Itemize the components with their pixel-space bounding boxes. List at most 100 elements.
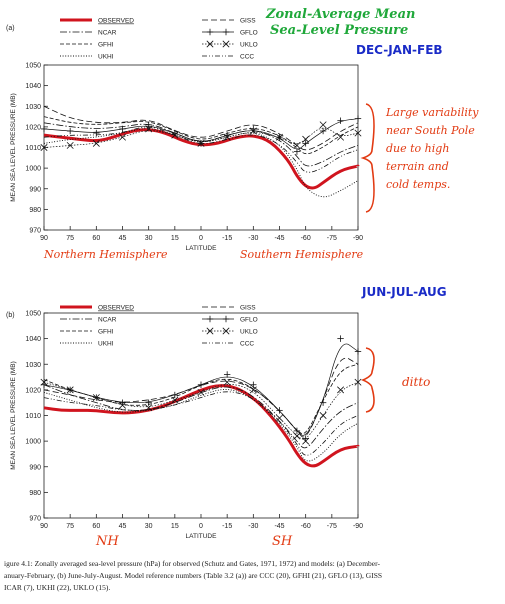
legend-label: OBSERVED: [98, 18, 134, 25]
x-tick-label: -45: [274, 523, 284, 530]
x-axis-label: LATITUDE: [186, 533, 218, 540]
note-a-line: terrain and: [386, 160, 449, 173]
series-point-uklo: [354, 129, 362, 137]
series-point-uklo: [66, 386, 74, 394]
series-point: [206, 327, 214, 335]
series-line-giss: [43, 105, 359, 151]
sh-label-b: SH: [272, 534, 293, 549]
legend-label: GFHI: [98, 329, 114, 336]
series-point-uklo: [354, 378, 362, 386]
note-a-line: due to high: [386, 142, 449, 155]
x-tick-label: 15: [171, 523, 179, 530]
chart-panel-a: (a) 970 980 990 1000 1010 1020 1030 1040 1050 90 75…: [6, 18, 363, 253]
series-point-uklo: [145, 125, 153, 133]
series-point: [206, 40, 214, 48]
series-line-ncar: [43, 122, 359, 167]
season-label-a: DEC-JAN-FEB: [356, 43, 443, 57]
legend-label: CCC: [240, 54, 254, 61]
series-line-ccc: [43, 126, 359, 173]
series-line-observed: [43, 128, 360, 190]
x-tick-label: -60: [301, 523, 311, 530]
x-tick-label: -15: [222, 235, 232, 242]
season-label-b: JUN-JUL-AUG: [361, 285, 447, 299]
x-tick-label: -45: [274, 235, 284, 242]
note-a-line: near South Pole: [386, 124, 475, 137]
series-point-uklo: [119, 401, 126, 409]
x-tick-label: -90: [353, 235, 363, 242]
x-tick-label: 30: [145, 235, 153, 242]
x-tick-label: -60: [301, 235, 311, 242]
series-point-uklo: [92, 139, 100, 147]
x-tick-label: -75: [327, 235, 337, 242]
series-point-uklo: [337, 133, 345, 141]
x-tick-label: 75: [66, 523, 74, 530]
y-tick-label: 990: [29, 464, 41, 471]
series-point-gflo: [354, 348, 362, 355]
series-point: [222, 28, 230, 36]
series-point: [222, 40, 230, 48]
series-line-ukhi: [43, 128, 359, 198]
series-point-gflo: [319, 399, 327, 406]
series-point-gflo: [119, 125, 126, 133]
note-a-line: Large variability: [385, 106, 479, 119]
series-point-uklo: [66, 141, 74, 149]
y-tick-label: 990: [29, 186, 41, 193]
series-point-gflo: [302, 140, 309, 147]
series-line-ukhi: [43, 389, 359, 462]
y-tick-label: 1030: [25, 362, 41, 369]
series-line-ncar: [43, 384, 359, 449]
series-point-uklo: [293, 432, 301, 440]
series-point: [222, 327, 230, 335]
series-point: [222, 315, 230, 323]
series-line-ccc: [43, 391, 359, 456]
legend-label: NCAR: [98, 30, 117, 37]
x-tick-label: 60: [92, 523, 100, 530]
x-tick-label: -30: [248, 235, 258, 242]
legend-label: NCAR: [98, 317, 117, 324]
series-point-gflo: [223, 371, 231, 378]
legend-label: OBSERVED: [98, 305, 134, 312]
legend-label: GFLO: [240, 30, 258, 37]
x-tick-label: 45: [119, 523, 127, 530]
x-tick-label: 30: [145, 523, 153, 530]
caption-line-2: anuary-February, (b) June-July-August. M…: [4, 571, 382, 580]
series-point: [206, 28, 214, 36]
series-point-uklo: [276, 414, 283, 422]
series-point-gflo: [337, 117, 344, 124]
series-point-gflo: [337, 335, 344, 342]
series-point-gflo: [93, 129, 100, 137]
title-line-2: Sea-Level Pressure: [270, 23, 408, 38]
y-tick-label: 980: [29, 207, 41, 214]
plot-area: [43, 312, 359, 519]
nh-label-a: Northern Hemisphere: [43, 248, 168, 261]
series-point-gflo: [197, 381, 205, 388]
series-point-uklo: [40, 144, 48, 151]
series-point-gflo: [276, 407, 283, 414]
y-tick-label: 1040: [25, 336, 41, 343]
x-tick-label: -30: [248, 523, 258, 530]
series-point-gflo: [293, 148, 301, 155]
caption-line-3: ICAR (7), UKHI (22), UKLO (15).: [4, 583, 110, 592]
chart-panel-b: (b) 970 980 990 1000 1010 1020 1030 1040 1050 90 75…: [6, 305, 363, 541]
legend-label: CCC: [240, 341, 254, 348]
x-tick-label: 75: [66, 235, 74, 242]
y-tick-label: 1010: [25, 145, 41, 152]
plot-area: [43, 64, 359, 231]
title-line-1: Zonal-Average Mean: [265, 7, 415, 22]
panel-label: (b): [6, 312, 15, 319]
y-tick-label: 970: [29, 516, 41, 523]
brace-b: [361, 347, 375, 413]
series-point-uklo: [276, 133, 283, 141]
x-tick-label: 0: [199, 235, 203, 242]
legend-label: GFHI: [98, 42, 114, 49]
nh-label-b: NH: [95, 534, 119, 549]
series-point-gflo: [145, 399, 152, 406]
series-point-uklo: [249, 386, 257, 394]
legend-label: GFLO: [240, 317, 258, 324]
series-point-uklo: [171, 396, 179, 404]
series-point-uklo: [293, 141, 301, 149]
series-point-gflo: [171, 391, 179, 399]
series-point-uklo: [40, 378, 48, 386]
y-tick-label: 1020: [25, 387, 41, 394]
